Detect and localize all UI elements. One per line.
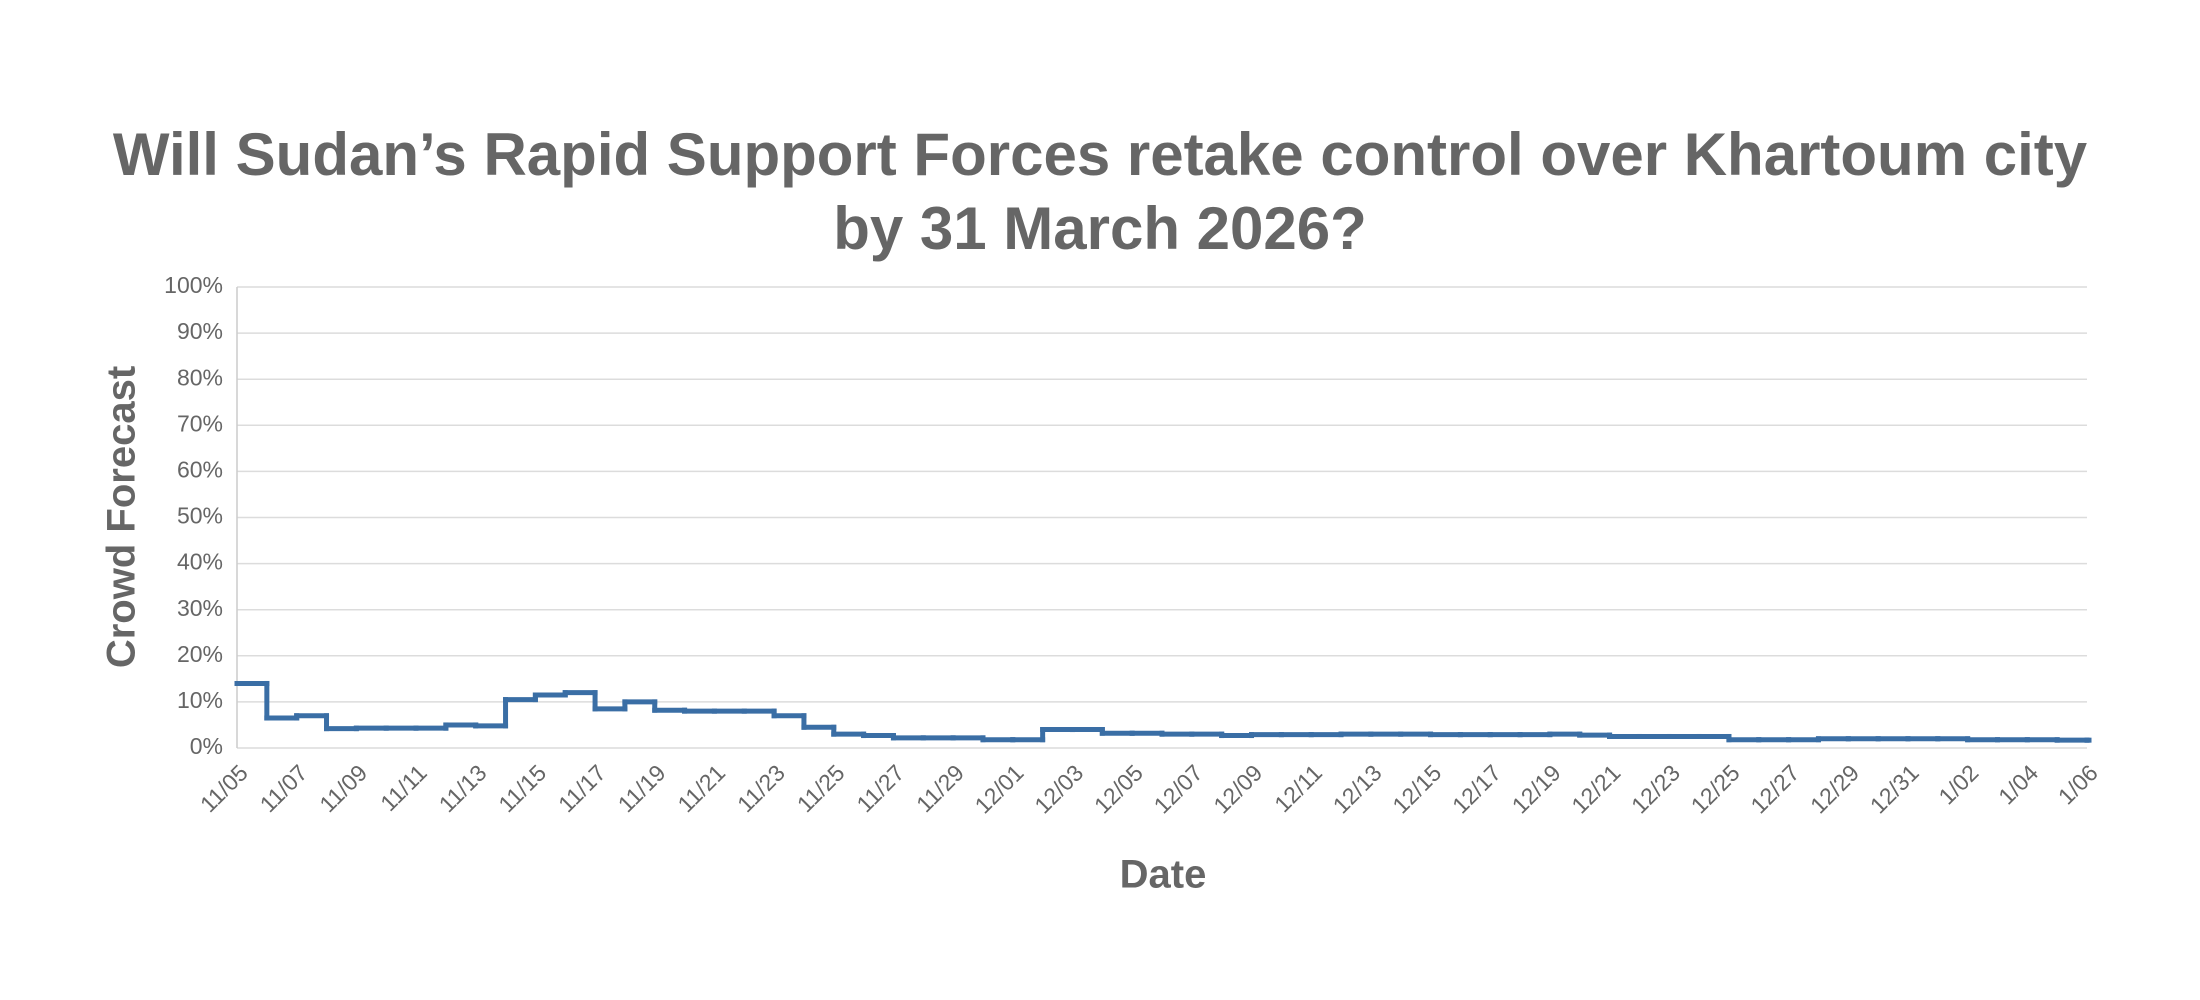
x-tick-label: 12/29 xyxy=(1805,759,1864,818)
x-tick-label: 12/01 xyxy=(970,759,1029,818)
y-tick-label: 60% xyxy=(177,456,223,482)
x-tick-label: 11/19 xyxy=(613,759,671,817)
y-tick-label: 10% xyxy=(177,687,223,713)
x-tick-label: 1/06 xyxy=(2053,759,2103,809)
x-tick-label: 11/25 xyxy=(792,759,850,817)
x-tick-label: 11/11 xyxy=(375,759,432,816)
x-tick-label: 12/31 xyxy=(1865,759,1924,818)
x-tick-label: 11/09 xyxy=(314,759,372,817)
x-tick-label: 12/23 xyxy=(1626,759,1685,818)
x-tick-label: 1/04 xyxy=(1993,759,2043,809)
x-tick-label: 12/19 xyxy=(1507,759,1566,818)
x-tick-label: 11/13 xyxy=(434,759,492,817)
y-tick-label: 30% xyxy=(177,595,223,621)
x-tick-label: 11/23 xyxy=(732,759,790,817)
y-tick-label: 100% xyxy=(164,272,223,298)
x-tick-label: 12/03 xyxy=(1029,759,1088,818)
y-tick-label: 70% xyxy=(177,410,223,436)
x-tick-label: 11/21 xyxy=(672,759,730,817)
x-tick-label: 12/27 xyxy=(1745,759,1804,818)
y-tick-label: 20% xyxy=(177,641,223,667)
y-tick-label: 0% xyxy=(190,733,223,759)
x-tick-label: 11/07 xyxy=(255,759,313,817)
y-axis-title: Crowd Forecast xyxy=(100,366,144,668)
x-tick-label: 12/17 xyxy=(1447,759,1506,818)
x-tick-label: 12/13 xyxy=(1328,759,1387,818)
chart-title: Will Sudan’s Rapid Support Forces retake… xyxy=(112,121,2088,262)
x-tick-label: 11/27 xyxy=(851,759,909,817)
y-tick-label: 90% xyxy=(177,318,223,344)
x-tick-label: 11/15 xyxy=(493,759,551,817)
x-tick-label: 1/02 xyxy=(1933,759,1983,809)
x-tick-label: 12/11 xyxy=(1269,759,1327,817)
x-tick-label: 11/05 xyxy=(195,759,253,817)
x-tick-label: 12/07 xyxy=(1149,759,1208,818)
x-axis-title: Date xyxy=(1120,853,1207,897)
x-tick-label: 12/05 xyxy=(1089,759,1148,818)
y-tick-label: 50% xyxy=(177,503,223,529)
x-tick-label: 11/29 xyxy=(911,759,969,817)
y-tick-label: 40% xyxy=(177,549,223,575)
x-tick-label: 12/21 xyxy=(1566,759,1625,818)
x-tick-label: 11/17 xyxy=(553,759,611,817)
x-tick-label: 12/25 xyxy=(1686,759,1745,818)
x-tick-label: 12/15 xyxy=(1387,759,1446,818)
x-tick-label: 12/09 xyxy=(1208,759,1267,818)
y-tick-label: 80% xyxy=(177,364,223,390)
